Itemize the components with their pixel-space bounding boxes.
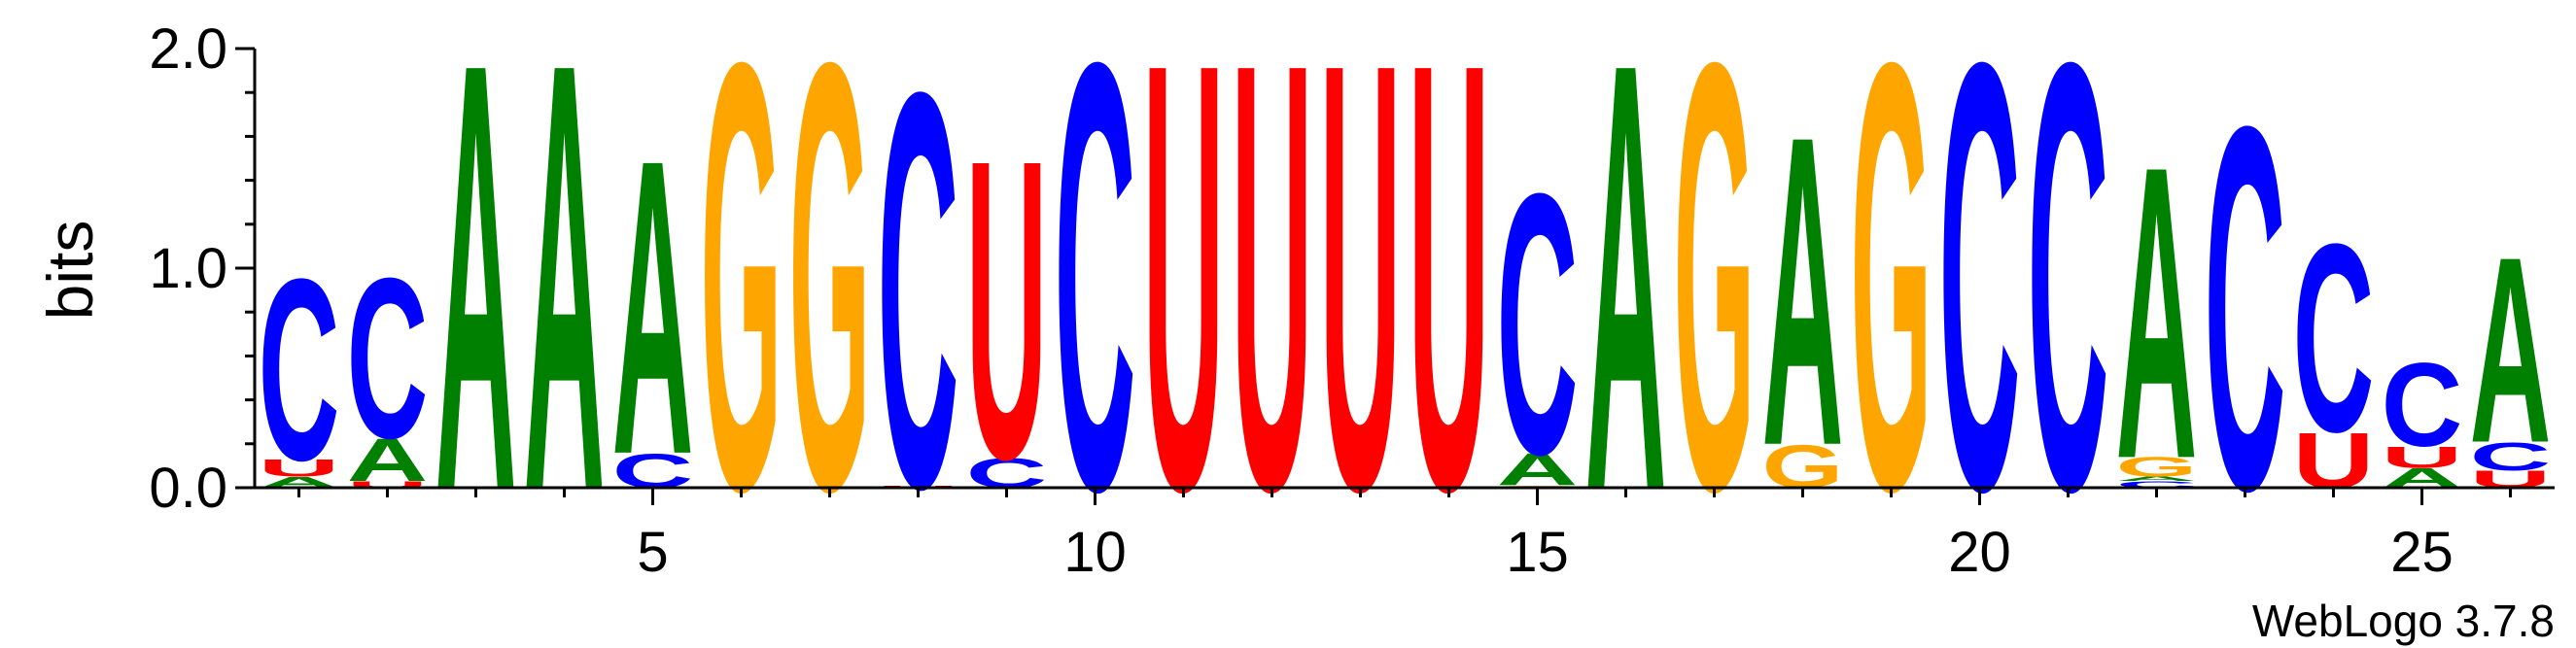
logo-letter-c: C xyxy=(2470,434,2552,479)
logo-letter-a: A xyxy=(2116,476,2198,483)
logo-letter-g: G xyxy=(1851,0,1932,618)
logo-letter-c: C xyxy=(2382,339,2463,472)
x-tick-label: 15 xyxy=(1506,521,1569,584)
logo-letter-c: C xyxy=(2293,188,2375,488)
y-tick-label: 2.0 xyxy=(149,17,227,81)
logo-letter-g: G xyxy=(2116,452,2198,483)
y-tick-label: 0.0 xyxy=(149,457,227,520)
logo-letter-a: A xyxy=(524,0,606,618)
logo-letters: AUCUACAACAGGUCCUCUUUUGACAGGAGCCCAGACUCAU… xyxy=(259,0,2552,618)
logo-letter-a: A xyxy=(347,426,429,495)
y-ticks: 0.0 1.0 2.0 xyxy=(149,17,255,520)
logo-letter-c: C xyxy=(1497,116,1579,531)
logo-letter-a: A xyxy=(612,73,694,543)
y-axis-label: bits xyxy=(34,221,106,321)
logo-letter-u: U xyxy=(966,72,1048,549)
logo-letter-u: U xyxy=(2382,440,2463,474)
logo-letter-u: U xyxy=(1320,0,1402,618)
logo-letter-c: C xyxy=(1055,0,1136,618)
axes: 0.0 1.0 2.0 5 10 15 20 25 xyxy=(149,17,2555,584)
logo-letter-u: U xyxy=(1409,0,1490,618)
x-tick-label: 25 xyxy=(2390,521,2454,584)
logo-letter-c: C xyxy=(259,224,340,514)
logo-letter-g: G xyxy=(701,0,783,618)
logo-letter-g: G xyxy=(1674,0,1756,618)
x-tick-label: 10 xyxy=(1063,521,1127,584)
x-tick-label: 5 xyxy=(637,521,668,584)
logo-letter-c: C xyxy=(2205,17,2286,597)
weblogo-version-label: WebLogo 3.7.8 xyxy=(2252,596,2555,646)
logo-letter-c: C xyxy=(347,231,429,487)
logo-letter-c: C xyxy=(2116,480,2198,490)
logo-letter-u: U xyxy=(1143,0,1225,618)
logo-letter-c: C xyxy=(878,0,959,605)
logo-letter-a: A xyxy=(1762,45,1844,538)
x-tick-label: 20 xyxy=(1948,521,2011,584)
logo-letter-a: A xyxy=(435,0,517,618)
logo-letter-u: U xyxy=(347,480,429,490)
logo-letter-c: C xyxy=(2028,0,2109,618)
x-ticks: 5 10 15 20 25 xyxy=(297,488,2512,584)
logo-letter-a: A xyxy=(2116,79,2198,546)
logo-letter-g: G xyxy=(789,0,871,618)
logo-letter-a: A xyxy=(2470,203,2552,499)
logo-letter-a: A xyxy=(1585,0,1667,618)
logo-letter-c: C xyxy=(1939,0,2021,618)
y-tick-label: 1.0 xyxy=(149,237,227,300)
logo-letter-u: U xyxy=(1232,0,1313,618)
logo-letter-u: U xyxy=(259,455,340,482)
